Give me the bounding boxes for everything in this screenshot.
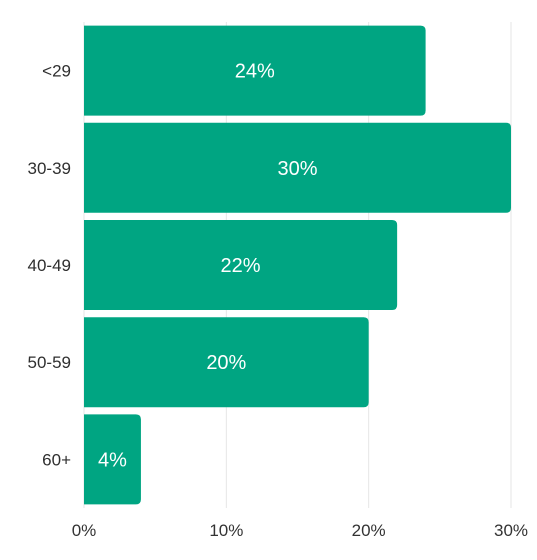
bar-2	[84, 220, 398, 310]
bar-value-label: 20%	[206, 352, 246, 374]
bar-3	[84, 317, 369, 408]
category-label: 30-39	[28, 159, 71, 178]
bar-0	[84, 25, 426, 116]
category-labels: <29 30-39 40-49 50-59 60+	[28, 62, 72, 470]
x-axis-tick-labels: 0% 10% 20% 30%	[72, 521, 528, 540]
category-label: 60+	[42, 450, 71, 469]
bar-value-label: 22%	[221, 255, 261, 277]
bar-value-label: 24%	[235, 61, 275, 83]
bar-value-label: 4%	[98, 449, 127, 471]
x-tick-label: 10%	[209, 521, 243, 540]
category-label: 50-59	[28, 353, 71, 372]
category-label: <29	[42, 62, 71, 81]
bar-value-label: 30%	[277, 158, 317, 180]
x-tick-label: 20%	[352, 521, 386, 540]
bar-1	[84, 122, 511, 213]
x-tick-label: 0%	[72, 521, 97, 540]
bar-4	[84, 414, 141, 505]
bars: 24% 30% 22% 20% 4%	[84, 25, 511, 505]
category-label: 40-49	[28, 256, 71, 275]
x-tick-label: 30%	[494, 521, 528, 540]
